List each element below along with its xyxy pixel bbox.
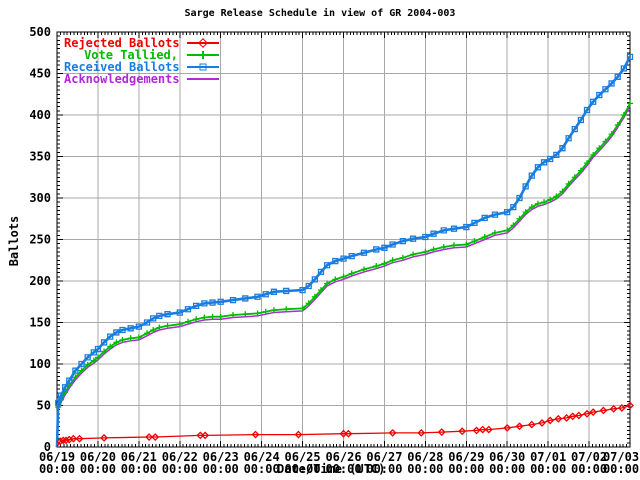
legend-line-swatch xyxy=(187,66,219,68)
svg-text:06/29: 06/29 xyxy=(448,450,484,464)
diamond-marker-icon xyxy=(198,38,208,48)
svg-text:00:00: 00:00 xyxy=(530,462,566,476)
legend-item-rejected-ballots: Rejected Ballots xyxy=(64,37,219,49)
svg-text:07/01: 07/01 xyxy=(530,450,566,464)
x-axis-label: Date/Time (UTC) xyxy=(277,462,386,476)
svg-text:00:00: 00:00 xyxy=(571,462,607,476)
svg-text:00:00: 00:00 xyxy=(203,462,239,476)
svg-text:06/22: 06/22 xyxy=(162,450,198,464)
svg-text:00:00: 00:00 xyxy=(162,462,198,476)
svg-text:06/19: 06/19 xyxy=(39,450,75,464)
svg-text:00:00: 00:00 xyxy=(407,462,443,476)
svg-text:00:00: 00:00 xyxy=(489,462,525,476)
y-axis-label: Ballots xyxy=(7,215,21,267)
legend-sample-line xyxy=(187,61,219,73)
legend-label: Vote Tallied, xyxy=(84,48,178,62)
svg-text:350: 350 xyxy=(29,150,51,164)
svg-text:300: 300 xyxy=(29,191,51,205)
svg-text:00:00: 00:00 xyxy=(603,462,639,476)
svg-text:00:00: 00:00 xyxy=(39,462,75,476)
legend-item-received-ballots: Received Ballots xyxy=(64,61,219,73)
legend-item-vote-tallied: Vote Tallied, xyxy=(64,49,219,61)
legend-label: Received Ballots xyxy=(64,60,180,74)
svg-text:450: 450 xyxy=(29,67,51,81)
legend-sample-line xyxy=(187,37,219,49)
svg-text:06/25: 06/25 xyxy=(285,450,321,464)
svg-text:0: 0 xyxy=(44,440,51,454)
svg-text:100: 100 xyxy=(29,357,51,371)
svg-text:07/02: 07/02 xyxy=(571,450,607,464)
svg-text:250: 250 xyxy=(29,233,51,247)
svg-text:00:00: 00:00 xyxy=(448,462,484,476)
svg-text:06/24: 06/24 xyxy=(244,450,280,464)
svg-text:06/21: 06/21 xyxy=(121,450,157,464)
legend-line-swatch xyxy=(187,42,219,44)
svg-text:00:00: 00:00 xyxy=(325,462,361,476)
legend-item-acknowledgements: Acknowledgements xyxy=(64,73,219,85)
svg-text:200: 200 xyxy=(29,274,51,288)
svg-text:400: 400 xyxy=(29,108,51,122)
svg-text:50: 50 xyxy=(37,399,51,413)
svg-text:06/26: 06/26 xyxy=(325,450,361,464)
svg-text:06/20: 06/20 xyxy=(80,450,116,464)
legend-line-swatch xyxy=(187,78,219,80)
legend: Rejected Ballots Vote Tallied, Received … xyxy=(64,37,219,85)
svg-text:00:00: 00:00 xyxy=(285,462,321,476)
legend-label: Rejected Ballots xyxy=(64,36,180,50)
svg-text:500: 500 xyxy=(29,25,51,39)
svg-text:06/28: 06/28 xyxy=(407,450,443,464)
svg-text:06/23: 06/23 xyxy=(203,450,239,464)
svg-text:00:00: 00:00 xyxy=(121,462,157,476)
square-marker-icon xyxy=(199,63,207,71)
legend-label: Acknowledgements xyxy=(64,72,180,86)
chart-title: Sarge Release Schedule in view of GR 200… xyxy=(184,8,456,19)
svg-text:06/30: 06/30 xyxy=(489,450,525,464)
svg-text:06/27: 06/27 xyxy=(366,450,402,464)
svg-text:00:00: 00:00 xyxy=(244,462,280,476)
legend-sample-line xyxy=(187,73,219,85)
svg-text:150: 150 xyxy=(29,316,51,330)
legend-sample-line xyxy=(187,49,219,61)
svg-text:00:00: 00:00 xyxy=(80,462,116,476)
svg-text:00:00: 00:00 xyxy=(366,462,402,476)
svg-text:07/03: 07/03 xyxy=(603,450,639,464)
